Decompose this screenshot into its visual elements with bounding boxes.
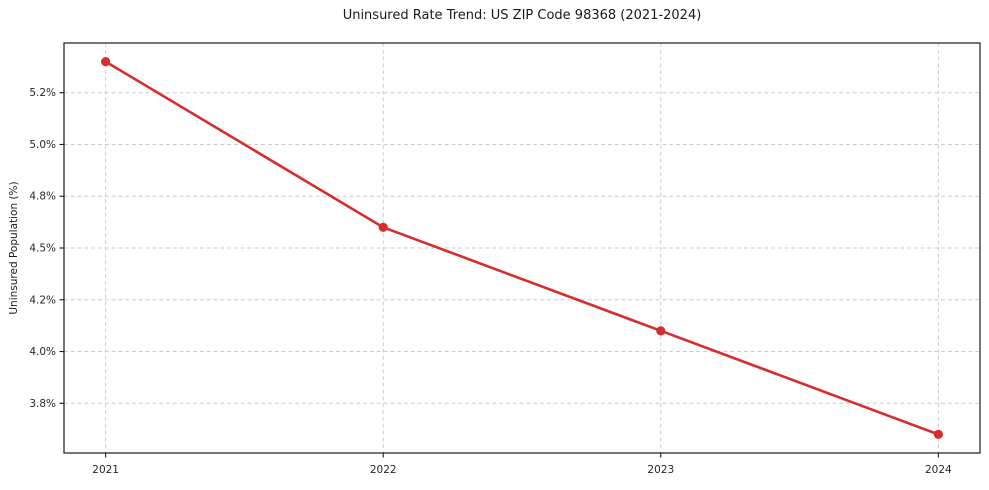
- data-point: [378, 222, 388, 232]
- data-point: [933, 429, 943, 439]
- x-tick-label: 2023: [647, 464, 674, 476]
- y-tick-label: 5.0%: [29, 139, 56, 151]
- data-point: [101, 57, 111, 67]
- x-tick-label: 2021: [92, 464, 119, 476]
- y-tick-label: 4.2%: [29, 294, 56, 306]
- y-tick-label: 4.8%: [29, 191, 56, 203]
- trend-line: [104, 60, 940, 436]
- y-tick-label: 5.2%: [29, 87, 56, 99]
- y-tick-label: 4.0%: [29, 346, 56, 358]
- x-tick-label: 2022: [370, 464, 397, 476]
- data-point: [656, 326, 666, 336]
- y-tick-label: 4.5%: [29, 243, 56, 255]
- x-tick-label: 2024: [925, 464, 952, 476]
- y-tick-label: 3.8%: [29, 398, 56, 410]
- chart-title: Uninsured Rate Trend: US ZIP Code 98368 …: [342, 8, 702, 23]
